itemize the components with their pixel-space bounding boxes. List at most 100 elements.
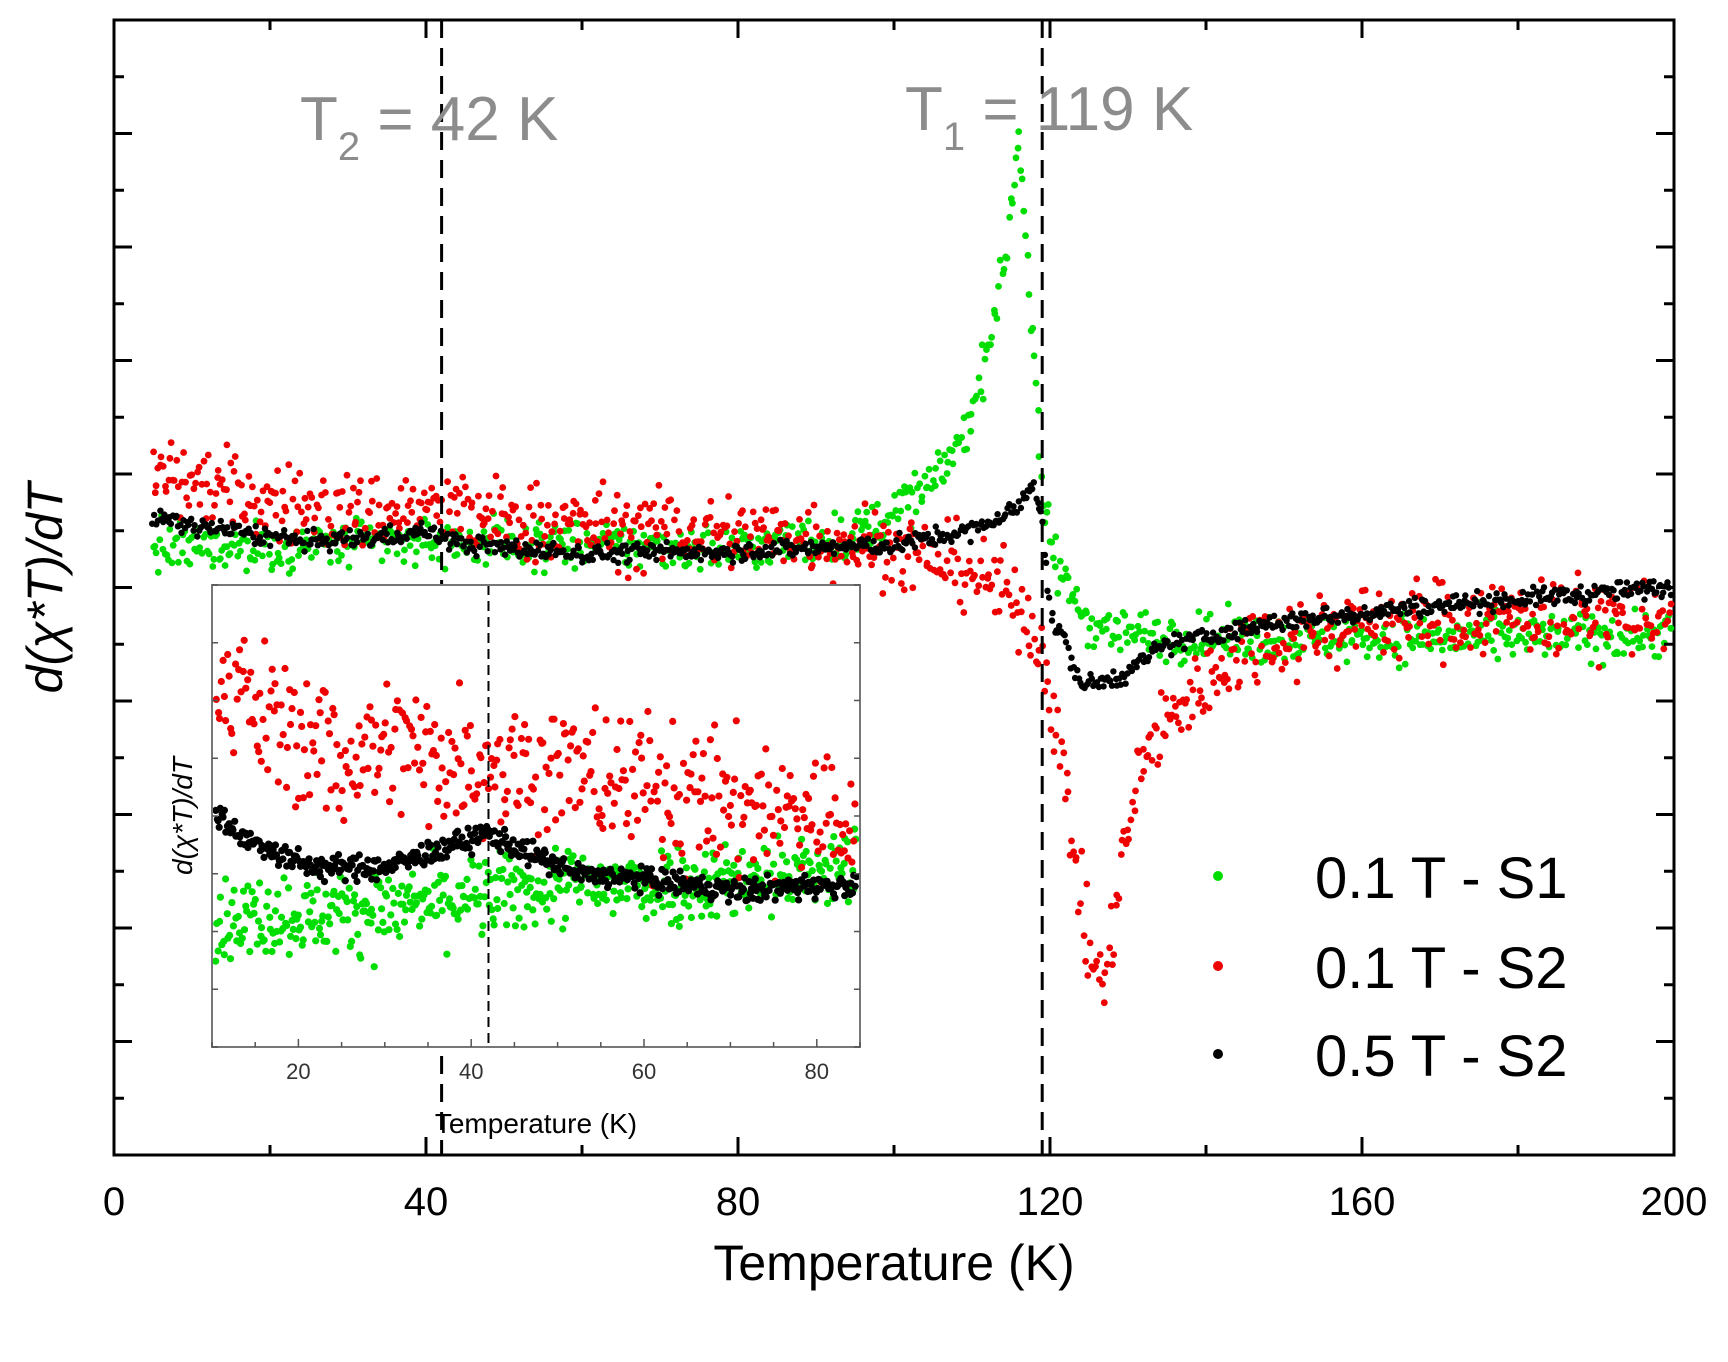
inset-data-point [396, 932, 404, 941]
inset-x-axis-title: Temperature (K) [435, 1108, 637, 1139]
data-point [1199, 708, 1207, 715]
inset-data-point [299, 936, 307, 944]
data-point [1389, 620, 1396, 628]
inset-data-point [675, 922, 683, 931]
data-point [565, 526, 572, 534]
inset-data-point [292, 803, 300, 811]
data-point [282, 507, 290, 515]
inset-data-point [381, 719, 389, 727]
inset-data-point [370, 963, 378, 971]
inset-data-point [367, 905, 376, 914]
legend-label-s2: 0.1 T - S2 [1315, 936, 1568, 1001]
data-point [1000, 266, 1008, 273]
data-point [880, 522, 887, 530]
inset-data-point [638, 754, 646, 762]
data-point [1325, 652, 1333, 660]
inset-data-point [440, 812, 448, 820]
inset-data-point [239, 667, 247, 676]
data-point [1064, 574, 1072, 582]
inset-data-point [657, 847, 666, 855]
inset-data-point [212, 957, 220, 965]
data-point [931, 541, 939, 548]
data-point [192, 479, 200, 487]
data-point [614, 568, 622, 576]
inset-data-point [780, 823, 789, 832]
inset-data-point [635, 739, 643, 747]
inset-data-point [670, 883, 678, 892]
data-point [312, 548, 320, 556]
data-point [475, 492, 482, 500]
data-point [424, 521, 432, 528]
inset-data-point [610, 799, 618, 807]
data-point [663, 530, 671, 538]
data-point [336, 504, 344, 511]
data-point [1051, 563, 1059, 571]
inset-data-point [610, 887, 618, 895]
inset-data-point [663, 762, 671, 770]
inset-data-point [574, 745, 582, 753]
data-point [1062, 795, 1069, 803]
inset-data-point [428, 902, 436, 910]
inset-data-point [701, 792, 709, 800]
inset-data-point [546, 890, 554, 898]
inset-data-point [463, 905, 472, 913]
data-point [1585, 597, 1593, 604]
inset-data-point [305, 855, 313, 863]
data-point [1476, 632, 1484, 639]
data-point [378, 557, 386, 565]
inset-data-point [377, 746, 385, 754]
inset-data-point [251, 896, 259, 904]
data-point [482, 505, 490, 513]
data-point [610, 520, 618, 528]
data-point [874, 500, 881, 508]
data-point [1640, 632, 1647, 639]
inset-data-point [294, 911, 302, 919]
inset-data-point [256, 689, 264, 698]
inset-data-point [502, 833, 510, 841]
inset-data-point [749, 856, 758, 864]
data-point [245, 473, 253, 480]
data-point [836, 536, 843, 544]
data-point [650, 500, 658, 508]
x-axis-title: Temperature (K) [713, 1235, 1074, 1291]
main-axis-ticks: 0 40 80 120 160 200 [103, 18, 1707, 1224]
inset-data-point [746, 786, 754, 794]
inset-data-point [271, 907, 279, 915]
inset-data-point [248, 888, 256, 896]
inset-data-point [341, 877, 349, 885]
data-point [1519, 588, 1527, 596]
inset-data-point [540, 878, 548, 886]
data-point [560, 515, 568, 522]
data-point [1169, 621, 1177, 628]
data-point [899, 546, 906, 554]
data-point [828, 544, 835, 551]
data-point [688, 521, 696, 529]
inset-data-point [343, 898, 351, 906]
data-point [186, 560, 194, 568]
inset-data-point [547, 917, 555, 925]
data-point [561, 502, 569, 510]
data-point [918, 498, 926, 505]
data-point [444, 478, 451, 485]
data-point [1453, 623, 1461, 631]
data-point [704, 529, 712, 537]
data-point [1137, 775, 1145, 783]
data-point [673, 507, 681, 514]
data-point [637, 504, 644, 512]
inset-data-point [379, 918, 387, 927]
data-point [1133, 663, 1140, 671]
inset-data-point [679, 759, 688, 768]
data-point [948, 447, 956, 454]
inset-data-point [471, 885, 479, 893]
inset-data-point [521, 721, 529, 729]
inset-data-point [757, 770, 765, 778]
data-point [196, 544, 204, 552]
inset-data-point [799, 806, 807, 814]
data-point [733, 537, 741, 545]
inset-data-point [602, 716, 610, 724]
inset-data-point [659, 854, 668, 862]
data-point [1439, 661, 1447, 669]
inset-data-point [523, 838, 531, 846]
inset-data-point [758, 881, 767, 889]
data-point [892, 507, 900, 514]
